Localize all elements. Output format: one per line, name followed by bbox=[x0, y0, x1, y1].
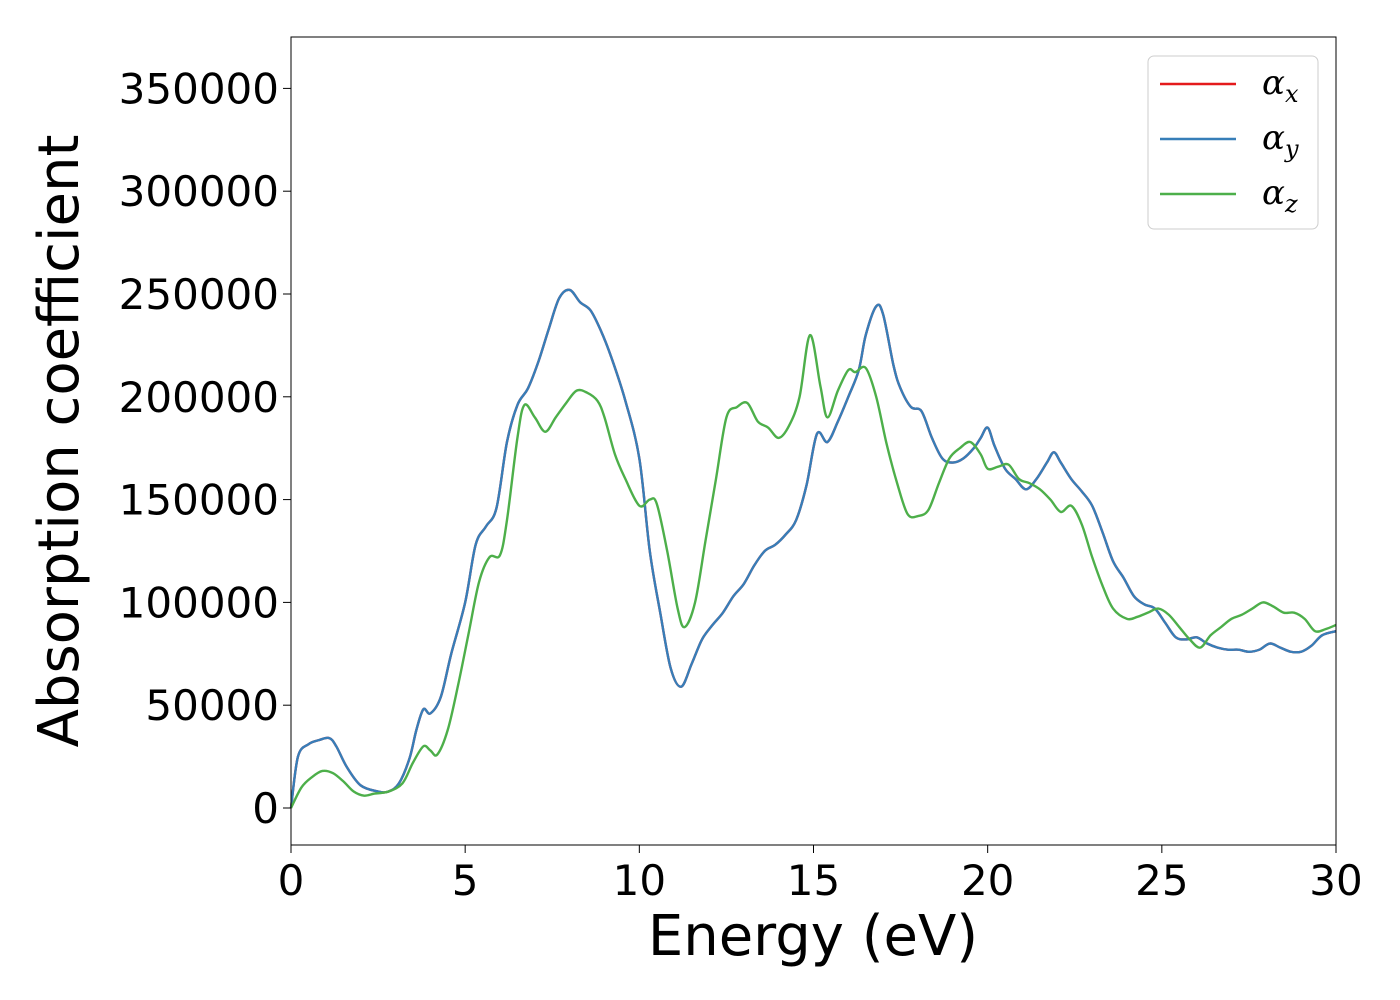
legend-label-z: αz bbox=[1262, 173, 1298, 218]
x-tick-label: 20 bbox=[961, 856, 1014, 905]
y-tick-label: 350000 bbox=[119, 64, 279, 113]
x-tick-label: 25 bbox=[1135, 856, 1188, 905]
y-tick-label: 150000 bbox=[119, 476, 279, 525]
y-tick-label: 200000 bbox=[119, 373, 279, 422]
plot-frame bbox=[290, 36, 1337, 846]
legend-label-y: αy bbox=[1262, 118, 1299, 163]
x-tick-label: 0 bbox=[278, 856, 305, 905]
x-tick-label: 5 bbox=[452, 856, 479, 905]
legend-label-x: αx bbox=[1262, 63, 1299, 108]
series-layer bbox=[289, 288, 1337, 809]
x-axis-ticks: 0 5 10 15 20 25 30 bbox=[278, 845, 1363, 905]
series-line-z bbox=[289, 333, 1337, 809]
y-tick-label: 100000 bbox=[119, 578, 279, 627]
x-tick-label: 30 bbox=[1309, 856, 1362, 905]
y-tick-label: 250000 bbox=[119, 270, 279, 319]
legend-box bbox=[1147, 55, 1319, 230]
x-axis-label: Energy (eV) bbox=[648, 904, 978, 969]
legend-entries: αx αy αz bbox=[1160, 63, 1299, 218]
x-tick-label: 15 bbox=[787, 856, 840, 905]
y-tick-label: 300000 bbox=[119, 167, 279, 216]
x-tick-label: 10 bbox=[613, 856, 666, 905]
y-axis-label: Absorption coefficient bbox=[27, 135, 92, 748]
legend: αx αy αz bbox=[1147, 55, 1319, 230]
y-tick-label: 50000 bbox=[145, 681, 279, 730]
y-tick-label: 0 bbox=[252, 784, 279, 833]
y-axis-ticks: 0 50000 100000 150000 200000 250000 300000 3500… bbox=[119, 64, 291, 833]
